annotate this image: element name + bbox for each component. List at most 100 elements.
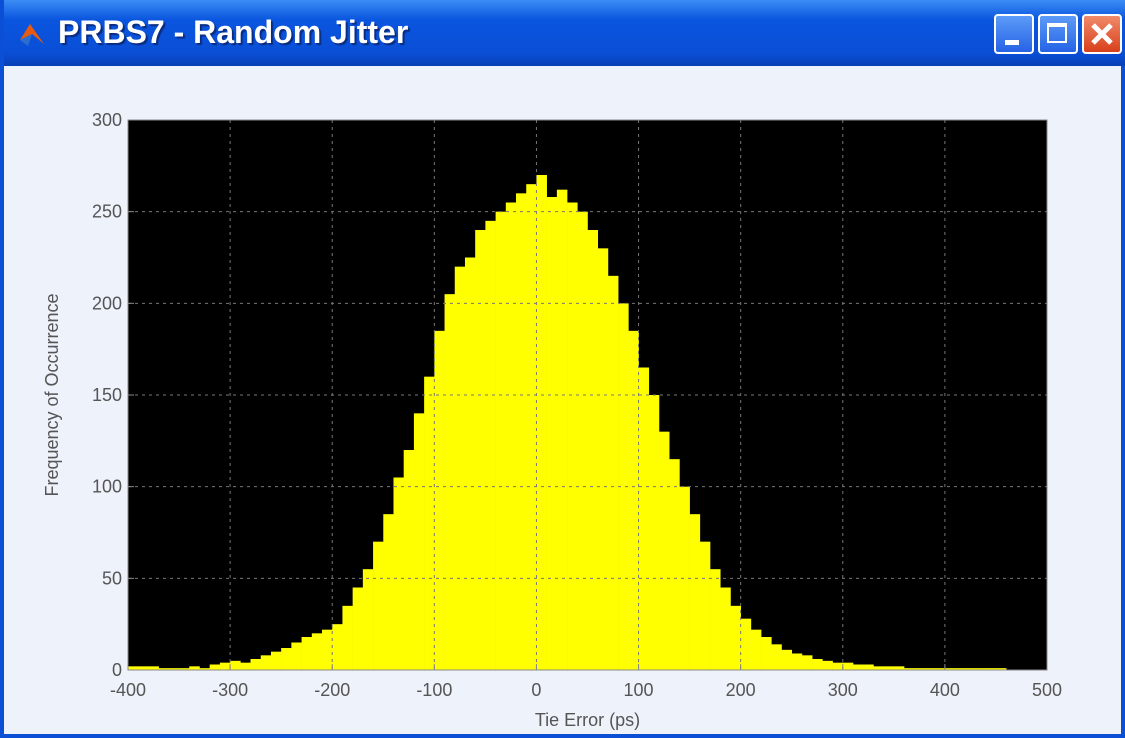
histogram-bar xyxy=(944,668,956,670)
y-tick-label: 0 xyxy=(112,660,122,680)
histogram-bar xyxy=(219,662,231,670)
histogram-bar xyxy=(270,651,282,670)
histogram-bar xyxy=(771,644,782,670)
histogram-bar xyxy=(587,230,599,670)
histogram-bar xyxy=(516,193,527,671)
x-tick-label: 200 xyxy=(726,680,756,700)
histogram-bar xyxy=(607,275,619,670)
histogram-bar xyxy=(597,248,609,671)
x-tick-label: 0 xyxy=(531,680,541,700)
histogram-bar xyxy=(852,664,864,670)
histogram-bar xyxy=(209,664,221,670)
histogram-bar xyxy=(750,629,762,670)
histogram-bar xyxy=(781,649,793,670)
y-tick-label: 150 xyxy=(92,385,122,405)
x-tick-label: -100 xyxy=(416,680,452,700)
histogram-bar xyxy=(577,211,588,670)
histogram-bar xyxy=(679,486,690,670)
histogram-bar xyxy=(342,605,353,670)
histogram-bar xyxy=(873,666,884,670)
histogram-bar xyxy=(434,330,445,670)
histogram-bar xyxy=(914,668,925,670)
minimize-button[interactable] xyxy=(994,14,1034,54)
histogram-bar xyxy=(842,662,854,670)
histogram-bar xyxy=(832,662,844,670)
histogram-bar xyxy=(230,660,241,670)
histogram-bar xyxy=(199,668,210,670)
histogram-bar xyxy=(526,184,537,670)
maximize-button[interactable] xyxy=(1038,14,1078,54)
histogram-bar xyxy=(475,230,486,670)
histogram-bar xyxy=(924,668,935,670)
histogram-bar xyxy=(791,653,803,670)
histogram-bar xyxy=(301,637,313,670)
histogram-bar xyxy=(352,587,364,670)
histogram-bar xyxy=(332,624,343,670)
title-bar: PRBS7 - Random Jitter xyxy=(4,0,1125,66)
x-tick-label: 300 xyxy=(828,680,858,700)
histogram-bar xyxy=(485,220,496,671)
chart: -400 -300 -200 -100 0 100 200 300 400 500 0 50 100 15… xyxy=(42,110,1062,730)
histogram-bar xyxy=(148,666,159,670)
histogram-bar xyxy=(291,642,302,670)
histogram-bar xyxy=(260,655,272,670)
histogram-bar xyxy=(658,431,670,670)
y-tick-label: 50 xyxy=(102,568,122,588)
close-icon xyxy=(1091,23,1113,45)
histogram-bar xyxy=(179,668,190,670)
histogram-bar xyxy=(965,668,976,670)
histogram-bar xyxy=(628,330,639,670)
histogram-bar xyxy=(975,668,987,670)
histogram-bar xyxy=(403,450,415,670)
histogram-bar xyxy=(373,541,384,670)
histogram-bar xyxy=(567,202,578,670)
x-tick-label: 400 xyxy=(930,680,960,700)
histogram-bar xyxy=(464,257,476,670)
close-button[interactable] xyxy=(1082,14,1122,54)
histogram-bar xyxy=(505,202,517,670)
histogram-bar xyxy=(955,668,966,670)
x-tick-label: 500 xyxy=(1032,680,1062,700)
y-tick-label: 300 xyxy=(92,110,122,130)
x-tick-label: -300 xyxy=(212,680,248,700)
histogram-bar xyxy=(689,514,701,670)
histogram-bar xyxy=(424,376,435,670)
histogram-bar xyxy=(669,459,680,670)
window-title: PRBS7 - Random Jitter xyxy=(58,14,409,50)
histogram-bar xyxy=(893,666,905,670)
histogram-bar xyxy=(618,303,629,670)
histogram-bar xyxy=(250,659,262,670)
histogram-bar xyxy=(495,211,507,670)
histogram-bar xyxy=(801,655,813,670)
histogram-bar xyxy=(812,659,823,670)
histogram-bar xyxy=(934,668,946,670)
histogram-bar xyxy=(720,587,731,670)
histogram-bar xyxy=(863,664,874,670)
histogram-bar xyxy=(710,569,721,670)
histogram-bar xyxy=(699,541,711,670)
histogram-bar xyxy=(393,477,404,670)
histogram-bar xyxy=(822,660,833,670)
histogram-bar xyxy=(158,668,170,670)
histogram-bar xyxy=(413,413,425,670)
histogram-bar xyxy=(322,629,333,670)
histogram-bar xyxy=(454,266,466,670)
x-tick-label: -400 xyxy=(110,680,146,700)
histogram-bar xyxy=(362,569,374,670)
histogram-bar xyxy=(383,514,394,670)
y-tick-label: 250 xyxy=(92,202,122,222)
histogram-bar xyxy=(189,666,200,670)
histogram-bar xyxy=(985,668,997,670)
plot-frame xyxy=(127,119,1048,671)
histogram-bar xyxy=(995,668,1007,670)
histogram-bar xyxy=(240,662,251,670)
y-axis-label: Frequency of Occurrence xyxy=(42,293,62,496)
histogram-bar xyxy=(536,175,547,670)
histogram-bar xyxy=(883,666,895,670)
x-axis-label: Tie Error (ps) xyxy=(535,710,640,730)
histogram-bar xyxy=(904,668,915,670)
histogram-bar xyxy=(281,648,292,670)
histogram-bar xyxy=(638,367,650,670)
x-tick-label: -200 xyxy=(314,680,350,700)
